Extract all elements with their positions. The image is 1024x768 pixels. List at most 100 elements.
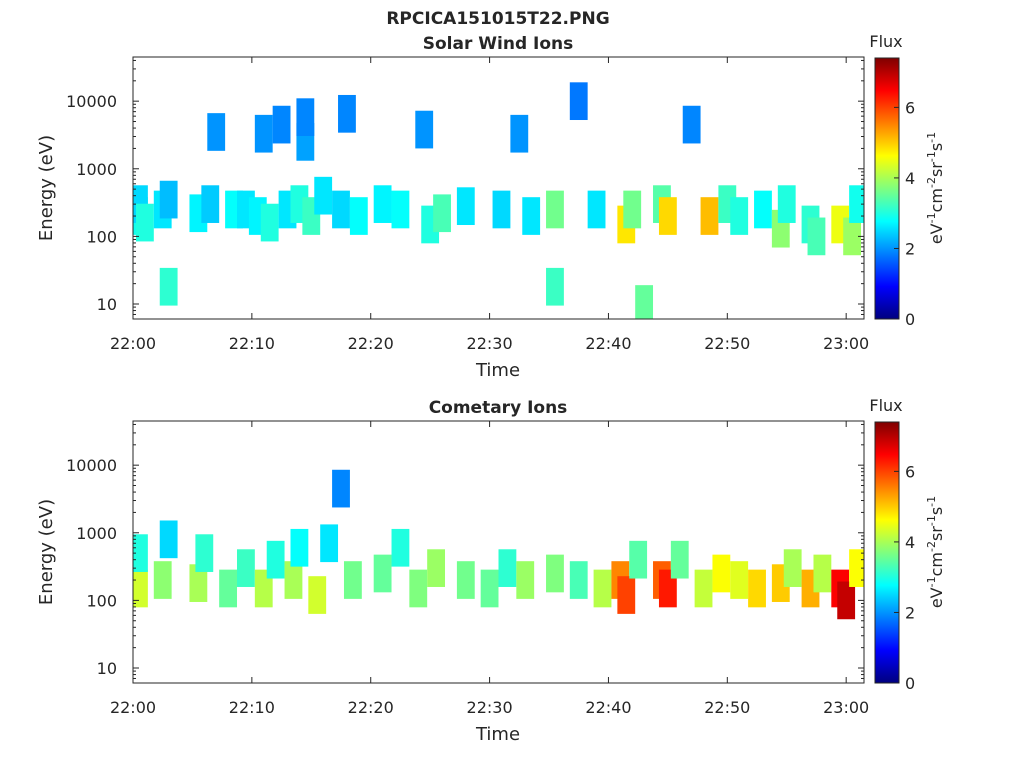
heatmap-cell	[700, 197, 719, 235]
colorbar-tick-label: 6	[905, 462, 915, 481]
heatmap-cell	[219, 569, 238, 608]
colorbar-ticks-cometary: 0 2 4 6	[894, 462, 915, 693]
heatmap-cell	[308, 576, 327, 614]
colorbar-title-solar-wind: Flux	[869, 32, 902, 51]
x-tick-label: 22:20	[348, 698, 394, 717]
x-tick-label: 22:00	[110, 698, 156, 717]
heatmap-cell	[237, 549, 255, 587]
colorbar-solar-wind	[874, 57, 900, 320]
axes-box-cometary	[132, 420, 865, 684]
y-axis-label-solar-wind: Energy (eV)	[36, 135, 57, 241]
heatmap-cell	[133, 569, 148, 608]
colorbar-title-cometary: Flux	[869, 396, 902, 415]
heatmap-cell	[320, 524, 339, 563]
heatmap-cell	[373, 185, 392, 223]
colorbar-label-solar-wind: eV-1cm-2sr-1s-1	[925, 132, 946, 244]
heatmap-cell	[415, 110, 434, 149]
heatmap-cell	[587, 190, 606, 229]
heatmap-cell	[546, 554, 564, 593]
heatmap-cell	[332, 190, 350, 229]
heatmap-cells-cometary	[133, 469, 864, 620]
heatmap-cell	[629, 540, 648, 579]
heatmap-cell	[373, 554, 392, 593]
heatmap-cell	[189, 564, 208, 602]
heatmap-cell	[569, 561, 588, 599]
y-tick-label: 100	[86, 227, 117, 246]
heatmap-cell	[569, 82, 588, 121]
heatmap-cell	[546, 190, 564, 229]
x-tick-label: 22:10	[229, 698, 275, 717]
x-tick-label: 22:30	[467, 334, 513, 353]
heatmap-cells-solar-wind	[133, 82, 864, 319]
heatmap-cell	[433, 194, 451, 233]
heatmap-cell	[207, 113, 226, 151]
heatmap-cell	[296, 98, 315, 137]
heatmap-cell	[682, 105, 701, 144]
heatmap-cell	[849, 549, 864, 587]
heatmap-cell	[748, 569, 766, 608]
heatmap-cell	[133, 534, 148, 572]
heatmap-cell	[254, 569, 273, 608]
colorbar-tick-label: 4	[905, 169, 915, 188]
heatmap-cell	[314, 176, 333, 215]
heatmap-cell	[343, 561, 362, 599]
colorbar-tick-label: 0	[905, 310, 915, 329]
heatmap-cell	[730, 561, 749, 599]
colorbar-tick-label: 6	[905, 98, 915, 117]
heatmap-cell	[409, 569, 428, 608]
y-axis-solar-wind: 10 100 1000 10000	[66, 59, 864, 320]
x-tick-label: 22:30	[467, 698, 513, 717]
heatmap-cell	[492, 190, 511, 229]
heatmap-cell	[195, 534, 214, 572]
colorbar-label-cometary: eV-1cm-2sr-1s-1	[925, 496, 946, 608]
heatmap-cell	[272, 105, 291, 144]
x-tick-label: 23:00	[823, 698, 869, 717]
heatmap-cell	[837, 581, 856, 620]
heatmap-cell	[617, 576, 636, 614]
x-tick-label: 23:00	[823, 334, 869, 353]
x-tick-label: 22:40	[585, 334, 631, 353]
heatmap-cell	[730, 197, 749, 235]
heatmap-cell	[456, 187, 475, 226]
colorbar-ticks-solar-wind: 0 2 4 6	[894, 98, 915, 329]
y-tick-label: 10000	[66, 92, 117, 111]
heatmap-cell	[658, 197, 677, 235]
heatmap-cell	[777, 185, 796, 223]
heatmap-cell	[159, 267, 178, 306]
heatmap-cell	[391, 190, 410, 229]
heatmap-cell	[522, 197, 541, 235]
heatmap-cell	[135, 203, 154, 242]
heatmap-cell	[480, 569, 499, 608]
heatmap-cell	[546, 267, 564, 306]
heatmap-cell	[159, 520, 178, 559]
heatmap-cell	[159, 180, 178, 219]
x-axis-cometary: 22:00 22:10 22:20 22:30 22:40 22:50 23:00	[110, 421, 869, 717]
colorbar-tick-label: 2	[905, 603, 915, 622]
colorbar-tick-label: 2	[905, 239, 915, 258]
panel-solar-wind: Solar Wind Ions 22:00 22:10 22:20 22:30 22:4…	[36, 32, 946, 381]
heatmap-cell	[338, 94, 356, 133]
x-axis-solar-wind: 22:00 22:10 22:20 22:30 22:40 22:50 23:00	[110, 57, 869, 353]
axes-box-solar-wind	[132, 56, 865, 320]
heatmap-cell	[266, 540, 285, 579]
y-tick-label: 100	[86, 591, 117, 610]
heatmap-cell	[510, 114, 529, 153]
figure-title: RPCICA151015T22.PNG	[386, 9, 609, 29]
heatmap-cell	[516, 561, 535, 599]
heatmap-cell	[498, 549, 517, 587]
colorbar-tick-label: 4	[905, 533, 915, 552]
y-tick-label: 1000	[76, 524, 117, 543]
y-axis-label-cometary: Energy (eV)	[36, 499, 57, 605]
y-tick-label: 10	[97, 295, 117, 314]
heatmap-cell	[712, 554, 731, 593]
heatmap-cell	[694, 569, 713, 608]
heatmap-cell	[754, 190, 772, 229]
x-axis-label-solar-wind: Time	[475, 360, 520, 381]
x-tick-label: 22:20	[348, 334, 394, 353]
heatmap-cell	[843, 217, 862, 256]
heatmap-cell	[623, 190, 642, 229]
panel-title-cometary: Cometary Ions	[429, 398, 568, 418]
x-tick-label: 22:40	[585, 698, 631, 717]
heatmap-cell	[635, 285, 654, 319]
